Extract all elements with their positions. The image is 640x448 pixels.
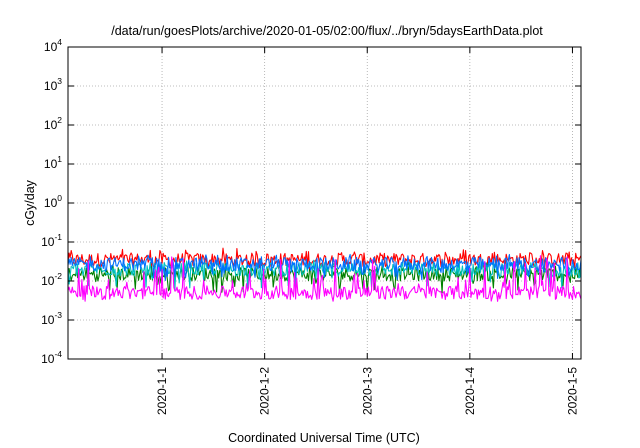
y-tick-label: 100 <box>44 193 62 210</box>
x-tick-label: 2020-1-2 <box>258 367 272 415</box>
y-tick-label: 104 <box>44 37 62 54</box>
grid <box>68 47 581 359</box>
y-tick-label: 102 <box>44 115 62 132</box>
series-line <box>67 255 582 302</box>
x-axis-label: Coordinated Universal Time (UTC) <box>228 431 420 445</box>
y-tick-label: 103 <box>44 76 62 93</box>
series-layer <box>67 247 582 302</box>
y-axis: 10-4 10-3 10-2 10-1 100 101 102 103 104 <box>41 37 581 366</box>
x-tick-label: 2020-1-1 <box>155 367 169 415</box>
y-tick-label: 10-3 <box>41 310 62 327</box>
plot-frame <box>67 46 582 360</box>
x-tick-label: 2020-1-3 <box>360 367 374 415</box>
x-tick-label: 2020-1-4 <box>463 367 477 415</box>
chart-title: /data/run/goesPlots/archive/2020-01-05/0… <box>111 24 543 38</box>
y-tick-label: 101 <box>44 154 62 171</box>
y-tick-label: 10-2 <box>41 271 62 288</box>
y-axis-label: cGy/day <box>23 179 37 226</box>
x-tick-label: 2020-1-5 <box>565 367 579 415</box>
y-tick-label: 10-4 <box>41 349 62 366</box>
series-line <box>67 253 582 282</box>
y-tick-label: 10-1 <box>41 232 62 249</box>
x-axis: 2020-1-1 2020-1-2 2020-1-3 2020-1-4 2020-1-5 <box>155 47 579 415</box>
